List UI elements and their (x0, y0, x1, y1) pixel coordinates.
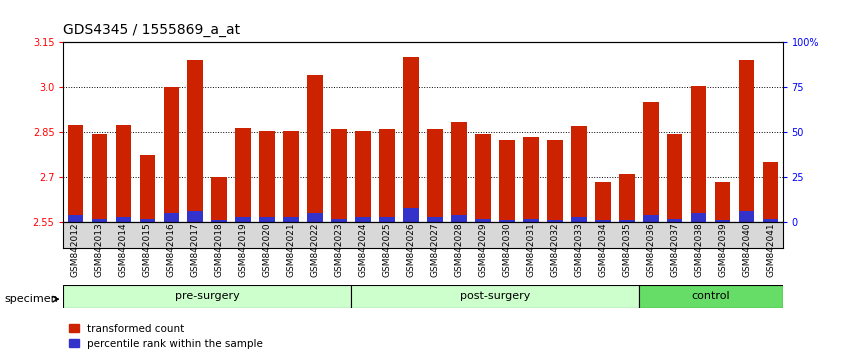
Bar (451, 122, 467, 222)
Bar (91, 218, 107, 222)
Bar (595, 220, 611, 222)
Bar (91, 134, 107, 222)
Text: GSM842038: GSM842038 (695, 223, 703, 278)
Text: GSM842022: GSM842022 (310, 223, 320, 277)
Text: GSM842027: GSM842027 (431, 223, 439, 277)
Text: GSM842035: GSM842035 (623, 223, 631, 278)
Bar (451, 215, 467, 222)
Bar (235, 217, 251, 222)
Bar (763, 218, 778, 222)
Text: GSM842037: GSM842037 (670, 223, 679, 278)
Bar (355, 131, 371, 222)
Bar (643, 102, 658, 222)
Bar (355, 217, 371, 222)
Text: GSM842028: GSM842028 (454, 223, 464, 277)
Text: GSM842016: GSM842016 (167, 223, 176, 278)
Text: GSM842030: GSM842030 (503, 223, 511, 278)
Bar (427, 217, 442, 222)
Bar (639, 285, 783, 308)
Bar (404, 57, 419, 222)
Bar (212, 177, 227, 222)
Bar (212, 220, 227, 222)
Text: GSM842015: GSM842015 (143, 223, 151, 278)
Bar (739, 211, 755, 222)
Text: GSM842041: GSM842041 (766, 223, 775, 277)
Text: GSM842024: GSM842024 (359, 223, 367, 277)
Bar (283, 217, 299, 222)
Bar (260, 131, 275, 222)
Text: GSM842019: GSM842019 (239, 223, 248, 278)
Text: GSM842023: GSM842023 (335, 223, 343, 277)
Bar (547, 220, 563, 222)
Bar (499, 140, 514, 222)
Bar (307, 213, 323, 222)
Bar (163, 87, 179, 222)
Text: GSM842031: GSM842031 (526, 223, 536, 278)
Text: GSM842029: GSM842029 (479, 223, 487, 277)
Text: GSM842020: GSM842020 (263, 223, 272, 277)
Text: GSM842033: GSM842033 (574, 223, 583, 278)
Bar (116, 125, 131, 222)
Text: GSM842036: GSM842036 (646, 223, 655, 278)
Bar (667, 134, 683, 222)
Bar (283, 131, 299, 222)
Text: GSM842017: GSM842017 (191, 223, 200, 278)
Bar (235, 128, 251, 222)
Bar (643, 215, 658, 222)
Text: GSM842039: GSM842039 (718, 223, 727, 278)
Bar (619, 174, 634, 222)
Bar (595, 182, 611, 222)
Text: post-surgery: post-surgery (459, 291, 530, 302)
Bar (715, 220, 730, 222)
Bar (68, 125, 83, 222)
Bar (667, 218, 683, 222)
Text: GSM842018: GSM842018 (215, 223, 223, 278)
Text: GSM842025: GSM842025 (382, 223, 392, 277)
Text: GSM842034: GSM842034 (598, 223, 607, 277)
Bar (427, 129, 442, 222)
Bar (691, 213, 706, 222)
Bar (619, 220, 634, 222)
Bar (188, 61, 203, 222)
Bar (332, 129, 347, 222)
Text: GSM842040: GSM842040 (742, 223, 751, 277)
Bar (116, 217, 131, 222)
Bar (63, 285, 351, 308)
Text: GDS4345 / 1555869_a_at: GDS4345 / 1555869_a_at (63, 23, 240, 37)
Bar (763, 162, 778, 222)
Bar (140, 155, 155, 222)
Text: GSM842012: GSM842012 (71, 223, 80, 277)
Bar (332, 218, 347, 222)
Text: GSM842013: GSM842013 (95, 223, 104, 278)
Bar (404, 208, 419, 222)
Bar (307, 75, 323, 222)
Bar (523, 218, 539, 222)
Text: control: control (691, 291, 730, 302)
Bar (547, 140, 563, 222)
Bar (499, 220, 514, 222)
Text: GSM842026: GSM842026 (407, 223, 415, 277)
Text: specimen: specimen (4, 294, 58, 304)
Bar (140, 218, 155, 222)
Bar (691, 86, 706, 222)
Bar (523, 137, 539, 222)
Bar (715, 182, 730, 222)
Legend: transformed count, percentile rank within the sample: transformed count, percentile rank withi… (69, 324, 263, 349)
Bar (68, 215, 83, 222)
Text: pre-surgery: pre-surgery (175, 291, 239, 302)
Bar (379, 217, 395, 222)
Bar (475, 134, 491, 222)
Bar (163, 213, 179, 222)
Bar (351, 285, 639, 308)
Bar (739, 61, 755, 222)
Bar (571, 126, 586, 222)
Text: GSM842021: GSM842021 (287, 223, 295, 277)
Bar (475, 218, 491, 222)
Bar (571, 217, 586, 222)
Bar (260, 217, 275, 222)
Text: GSM842032: GSM842032 (551, 223, 559, 277)
Bar (188, 211, 203, 222)
Bar (379, 129, 395, 222)
Text: GSM842014: GSM842014 (119, 223, 128, 277)
